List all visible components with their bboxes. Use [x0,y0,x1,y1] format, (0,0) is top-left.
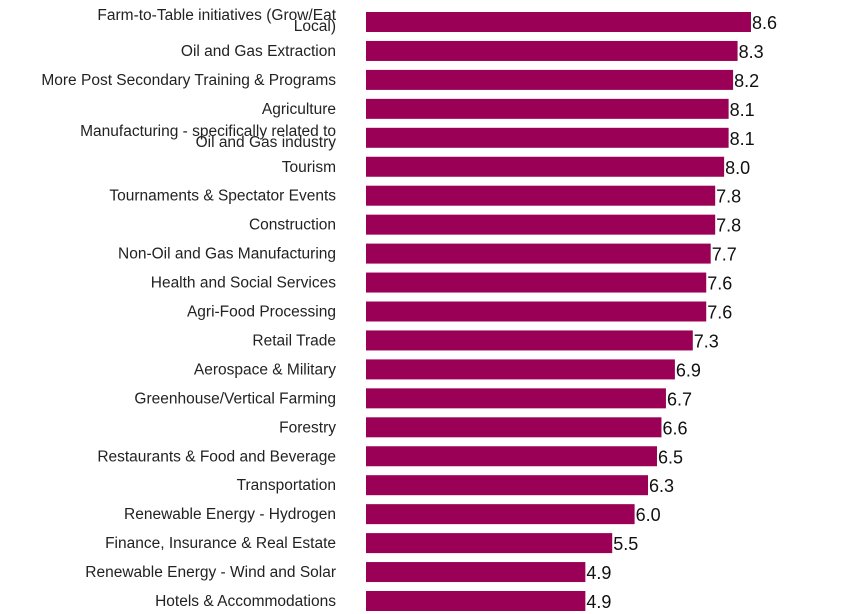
category-label: Restaurants & Food and Beverage [97,448,336,465]
category-label: Health and Social Services [151,275,336,292]
category-label: Agriculture [262,101,336,118]
bar [366,533,613,554]
category-label: Non-Oil and Gas Manufacturing [118,246,336,263]
category-label: Construction [249,217,336,234]
category-label: More Post Secondary Training & Programs [41,72,336,89]
bar [366,562,586,583]
data-label: 6.9 [676,360,701,380]
data-label: 4.9 [586,592,611,612]
category-label: Farm-to-Table initiatives (Grow/Eat Local… [97,7,336,35]
category-labels-group: Farm-to-Table initiatives (Grow/Eat Local… [41,7,336,610]
data-label: 7.8 [716,216,741,236]
category-label: Oil and Gas Extraction [181,43,336,60]
value-labels-group: 8.6 8.3 8.2 8.1 8.1 8.0 7.8 7.8 7.7 7.6 7.6 7.3 6.9 6… [586,13,777,612]
category-label: Forestry [279,419,336,436]
category-label: Greenhouse/Vertical Farming [134,390,336,407]
bar [366,98,729,119]
category-label: Renewable Energy - Hydrogen [124,506,336,523]
bar [366,504,635,525]
data-label: 6.3 [649,476,674,496]
data-label: 8.0 [725,158,750,178]
bar [366,214,716,235]
data-label: 6.7 [667,389,692,409]
data-label: 7.7 [712,245,737,265]
data-label: 8.3 [739,42,764,62]
category-label: Renewable Energy - Wind and Solar [85,564,336,581]
category-label: Tournaments & Spectator Events [109,188,336,205]
category-label: Transportation [237,477,336,494]
bar [366,243,711,264]
data-label: 7.6 [707,303,732,323]
category-label: Hotels & Accommodations [155,593,336,610]
bar [366,156,725,177]
bars-group [366,12,751,611]
category-label: Retail Trade [252,332,336,349]
bar [366,12,751,32]
bar [366,185,716,206]
data-label: 6.5 [658,447,683,467]
bar [366,446,657,467]
data-label: 4.9 [586,563,611,583]
data-label: 8.6 [752,13,777,33]
data-label: 8.2 [734,71,759,91]
bar [366,69,734,90]
data-label: 6.0 [636,505,661,525]
bar [366,272,707,293]
category-label: Agri-Food Processing [187,304,336,321]
data-label: 5.5 [613,534,638,554]
category-label: Aerospace & Military [194,361,336,378]
data-label: 7.8 [716,187,741,207]
bar [366,127,729,148]
bar [366,591,586,611]
data-label: 8.1 [730,129,755,149]
bar [366,359,675,380]
data-label: 6.6 [662,418,687,438]
data-label: 7.3 [694,331,719,351]
bar [366,330,693,351]
bar [366,417,662,438]
bar [366,40,738,61]
bar [366,388,666,409]
data-label: 7.6 [707,274,732,294]
data-label: 8.1 [730,100,755,120]
category-label: Finance, Insurance & Real Estate [105,535,336,552]
category-label: Manufacturing - specifically related to O… [80,123,336,151]
category-label: Tourism [282,159,336,176]
bar [366,301,707,322]
bar [366,475,649,496]
